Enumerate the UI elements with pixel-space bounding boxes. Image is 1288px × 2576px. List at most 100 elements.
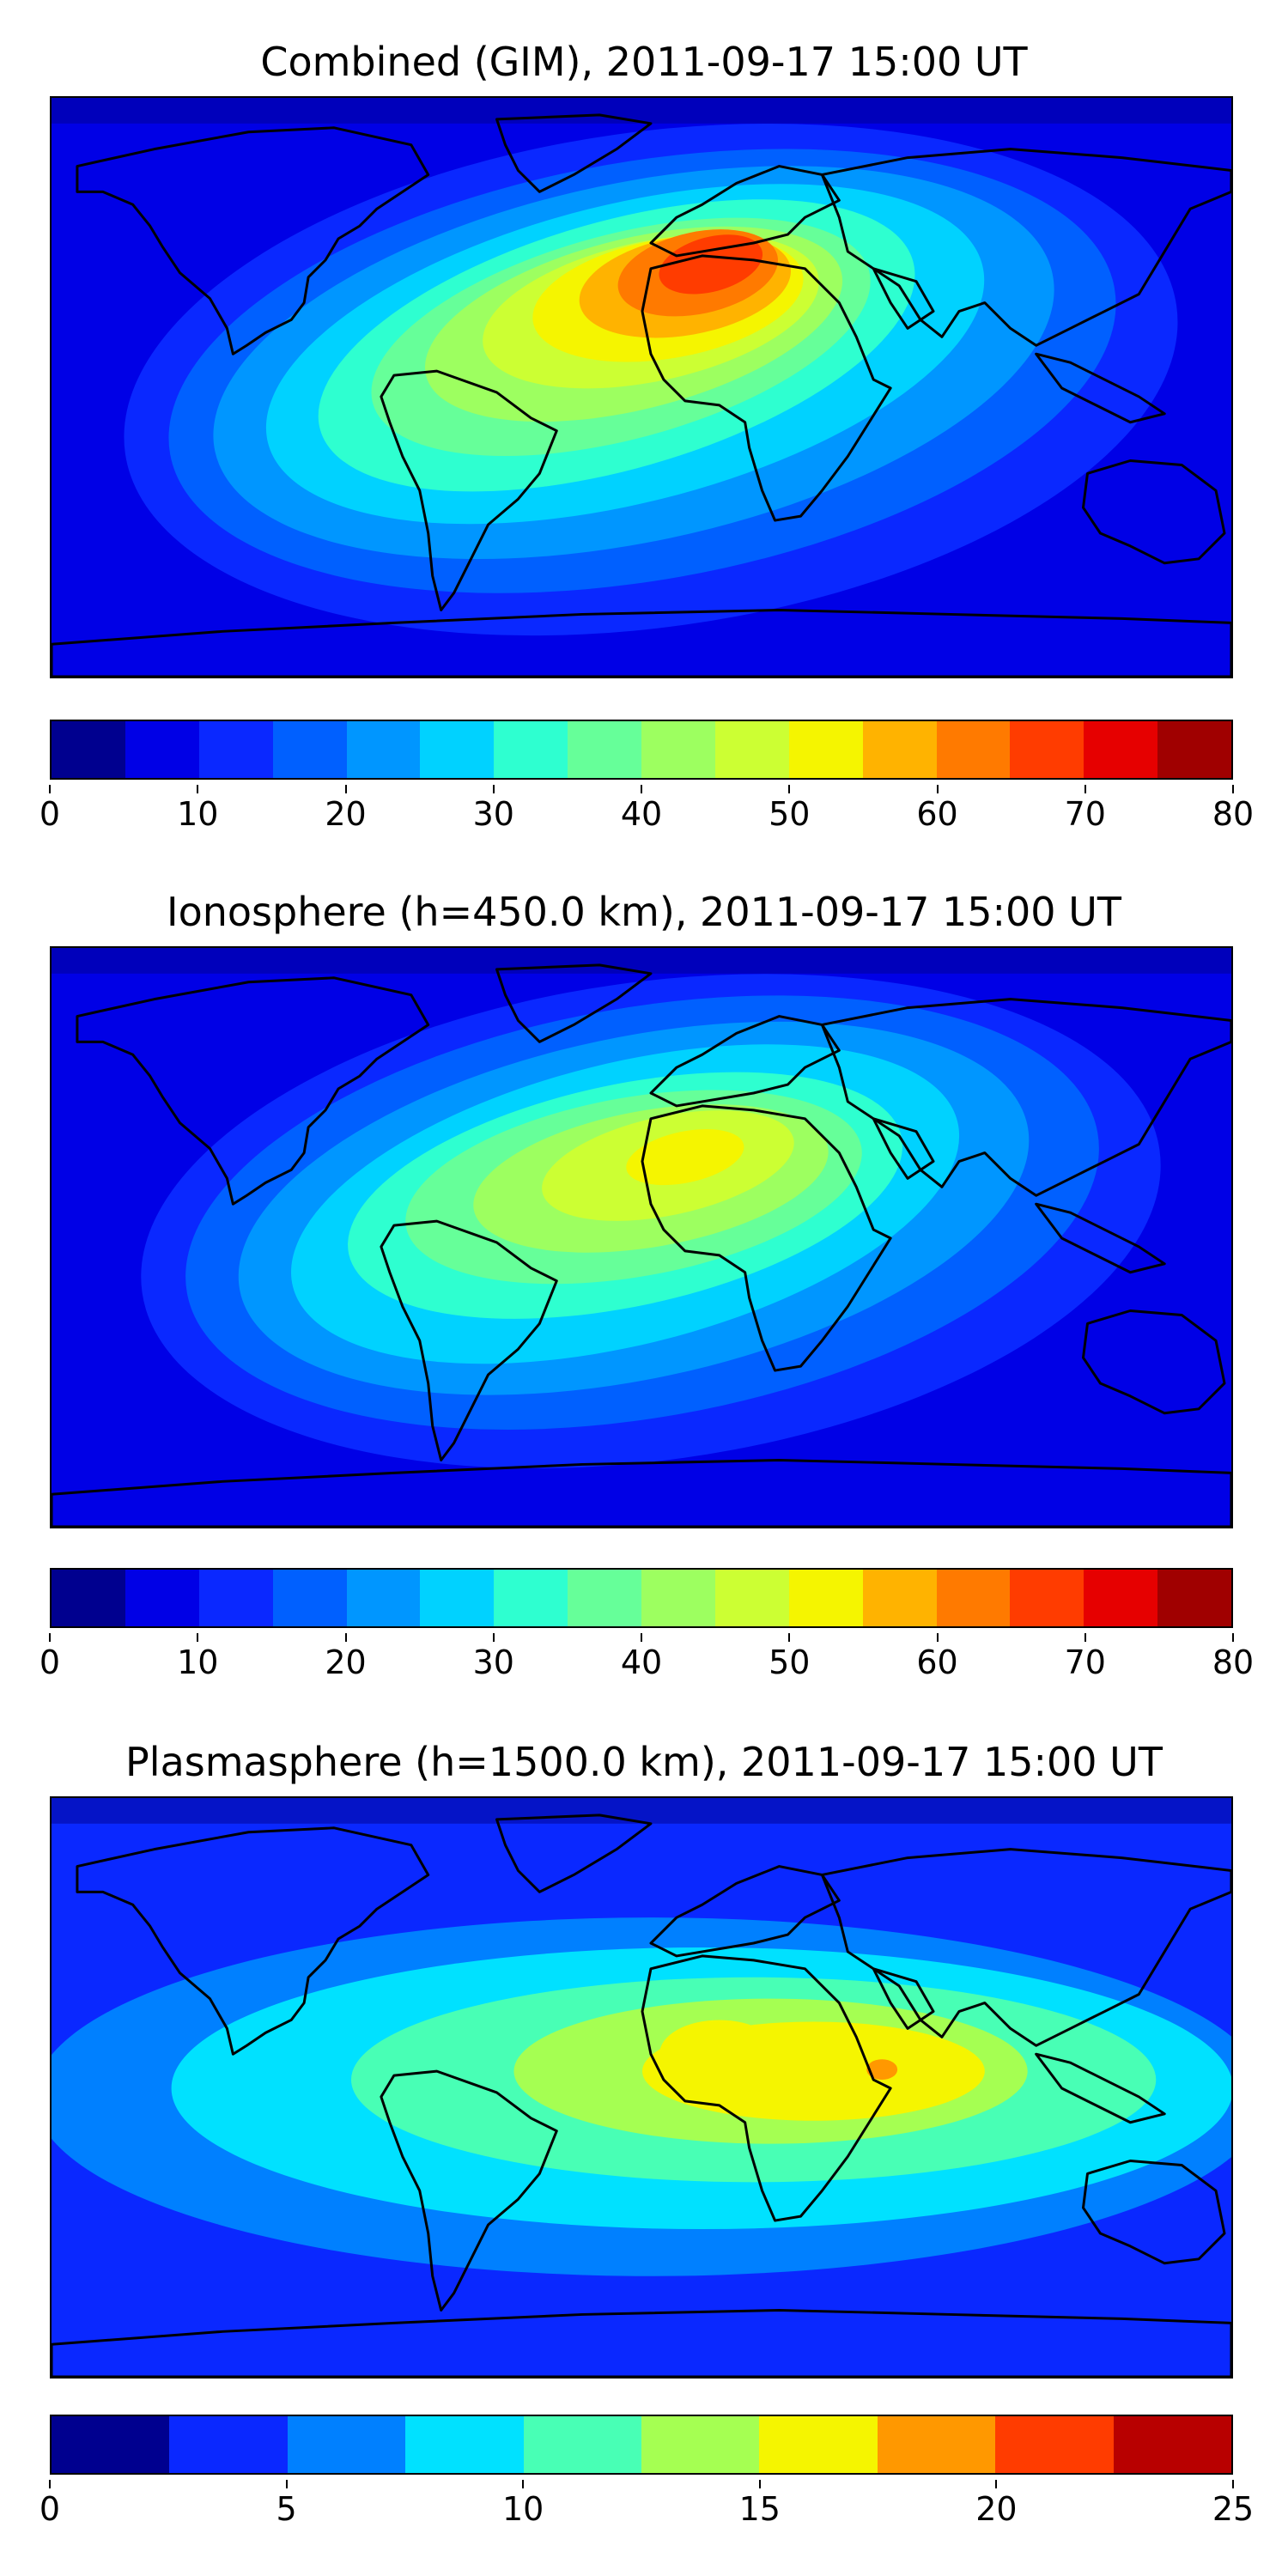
colorbar-level-14 <box>1084 721 1158 778</box>
coastline-9 <box>52 1458 1231 1527</box>
colorbar-ticks: 0 5 10 15 20 25 <box>39 2480 1254 2542</box>
colorbar-level-4 <box>346 1570 421 1626</box>
colorbar-level-1 <box>125 1570 199 1626</box>
field-polar-band <box>52 98 1231 124</box>
colorbar-tick-mark <box>1232 1633 1234 1642</box>
colorbar-level-1 <box>169 2416 288 2473</box>
colorbar-tick-label: 70 <box>1064 1643 1106 1681</box>
colorbar-tick-mark <box>49 1633 51 1642</box>
colorbar-tick-label: 10 <box>177 1643 219 1681</box>
coastline-2 <box>380 369 558 611</box>
colorbar-tick-mark <box>197 1633 199 1642</box>
colorbar <box>50 1568 1233 1628</box>
colorbar-level-0 <box>52 1570 125 1626</box>
colorbar-level-4 <box>523 2416 642 2473</box>
colorbar-level-13 <box>1010 721 1084 778</box>
colorbar-tick-mark <box>49 785 51 793</box>
colorbar-level-3 <box>272 1570 347 1626</box>
coastline-1 <box>495 113 653 193</box>
colorbar-tick-mark <box>641 1633 642 1642</box>
colorbar-tick-mark <box>285 2480 288 2488</box>
colorbar-tick-mark <box>492 1633 495 1642</box>
colorbar-tick-label: 40 <box>620 1643 663 1681</box>
colorbar-tick-mark <box>344 1633 347 1642</box>
colorbar-tick-mark <box>197 785 199 793</box>
coastline-3 <box>649 165 841 258</box>
colorbar-tick-label: 70 <box>1064 795 1106 833</box>
colorbar-tick-label: 20 <box>325 1643 367 1681</box>
colorbar-tick-mark <box>936 1633 939 1642</box>
map-plot <box>50 946 1233 1528</box>
colorbar-tick-label: 10 <box>177 795 219 833</box>
colorbar-level-7 <box>877 2416 996 2473</box>
colorbar-level-5 <box>420 721 495 778</box>
colorbar-tick-mark <box>492 785 495 793</box>
coastline-8 <box>1035 352 1166 424</box>
colorbar-tick-mark <box>758 2480 761 2488</box>
coastline-7 <box>1082 1309 1226 1415</box>
colorbar-level-7 <box>568 1570 641 1626</box>
colorbar-level-14 <box>1084 1570 1158 1626</box>
colorbar-level-9 <box>714 721 789 778</box>
colorbar-level-2 <box>198 721 273 778</box>
coastline-4 <box>641 1954 892 2222</box>
colorbar-level-0 <box>52 2416 170 2473</box>
field-polar-band <box>52 1798 1231 1824</box>
colorbar-level-6 <box>494 1570 568 1626</box>
colorbar-level-15 <box>1157 721 1231 778</box>
coastline-6 <box>872 1117 935 1180</box>
colorbar-level-8 <box>641 1570 715 1626</box>
colorbar-level-8 <box>641 721 715 778</box>
colorbar-ticks: 0 10 20 30 40 50 60 70 80 <box>39 1633 1254 1695</box>
field-contour-5 <box>659 2020 780 2088</box>
chart-title: Plasmasphere (h=1500.0 km), 2011-09-17 1… <box>125 1739 1163 1785</box>
colorbar-tick-label: 40 <box>620 795 663 833</box>
colorbar-level-9 <box>1113 2416 1232 2473</box>
colorbar-tick-label: 5 <box>276 2490 297 2528</box>
colorbar-tick-label: 60 <box>916 1643 958 1681</box>
field-contour-6 <box>866 2059 898 2081</box>
colorbar-level-1 <box>125 721 199 778</box>
colorbar-tick-label: 20 <box>975 2490 1018 2528</box>
colorbar-level-3 <box>272 721 347 778</box>
colorbar-tick-label: 0 <box>39 1643 61 1681</box>
coastline-1 <box>495 963 653 1043</box>
coastline-2 <box>380 1219 558 1461</box>
colorbar-tick-mark <box>1232 785 1234 793</box>
colorbar-tick-mark <box>1084 1633 1086 1642</box>
colorbar-tick-mark <box>788 1633 791 1642</box>
colorbar-tick-mark <box>1232 2480 1234 2488</box>
coastline-7 <box>1082 459 1226 565</box>
coastline-6 <box>872 1967 935 2030</box>
chart-title: Combined (GIM), 2011-09-17 15:00 UT <box>260 39 1028 85</box>
map-svg <box>52 98 1231 677</box>
colorbar-tick-label: 60 <box>916 795 958 833</box>
colorbar-tick-label: 10 <box>502 2490 544 2528</box>
colorbar-level-6 <box>759 2416 878 2473</box>
colorbar-level-11 <box>862 1570 937 1626</box>
colorbar-tick-label: 30 <box>472 795 514 833</box>
colorbar-tick-mark <box>641 785 642 793</box>
coastline-4 <box>641 1104 892 1372</box>
colorbar-tick-label: 25 <box>1212 2490 1255 2528</box>
colorbar-tick-label: 80 <box>1212 795 1255 833</box>
field-contour-8 <box>626 1128 744 1186</box>
colorbar-tick-label: 30 <box>472 1643 514 1681</box>
field-polar-band <box>52 948 1231 974</box>
colorbar-tick-label: 20 <box>325 795 367 833</box>
coastline-1 <box>495 1814 653 1893</box>
colorbar-tick-label: 0 <box>39 2490 61 2528</box>
map-plot <box>50 1796 1233 2379</box>
colorbar-tick-label: 50 <box>769 795 811 833</box>
colorbar-tick-label: 80 <box>1212 1643 1255 1681</box>
colorbar-level-5 <box>420 1570 495 1626</box>
map-svg <box>52 948 1231 1527</box>
colorbar-level-2 <box>287 2416 406 2473</box>
colorbar-level-6 <box>494 721 568 778</box>
colorbar-level-10 <box>788 721 863 778</box>
colorbar-tick-mark <box>522 2480 525 2488</box>
colorbar <box>50 2415 1233 2475</box>
colorbar-tick-label: 50 <box>769 1643 811 1681</box>
coastline-0 <box>76 976 430 1206</box>
coastline-9 <box>52 608 1231 677</box>
